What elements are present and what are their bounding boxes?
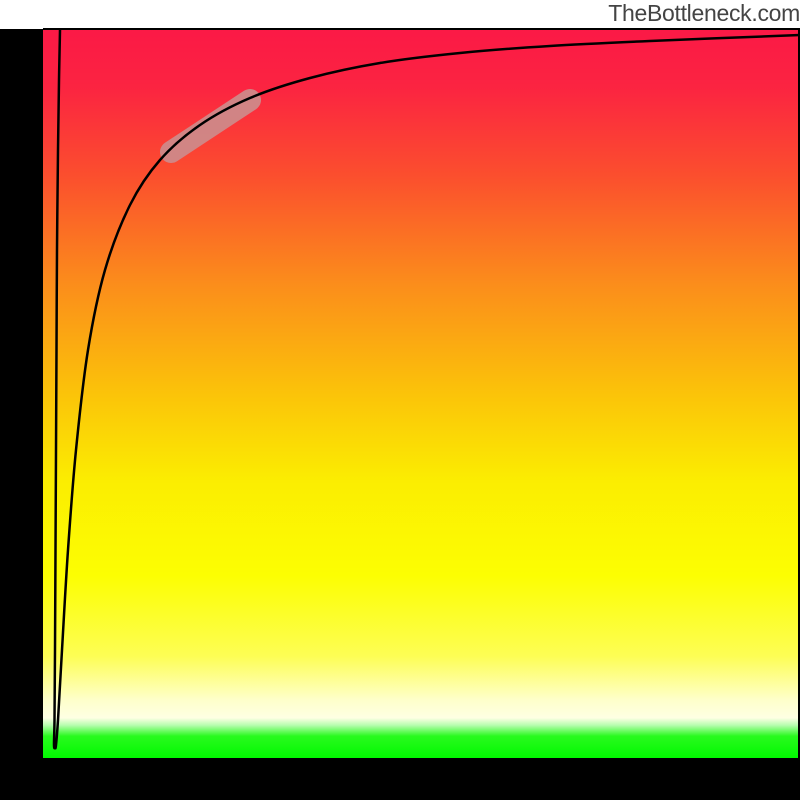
chart-frame-bottom <box>0 758 800 800</box>
chart-frame-top <box>43 28 800 30</box>
attribution-text: TheBottleneck.com <box>608 0 800 27</box>
chart-frame-left <box>0 29 43 758</box>
chart-background-gradient <box>43 29 800 758</box>
chart-container: TheBottleneck.com <box>0 0 800 800</box>
bottleneck-chart <box>0 0 800 800</box>
